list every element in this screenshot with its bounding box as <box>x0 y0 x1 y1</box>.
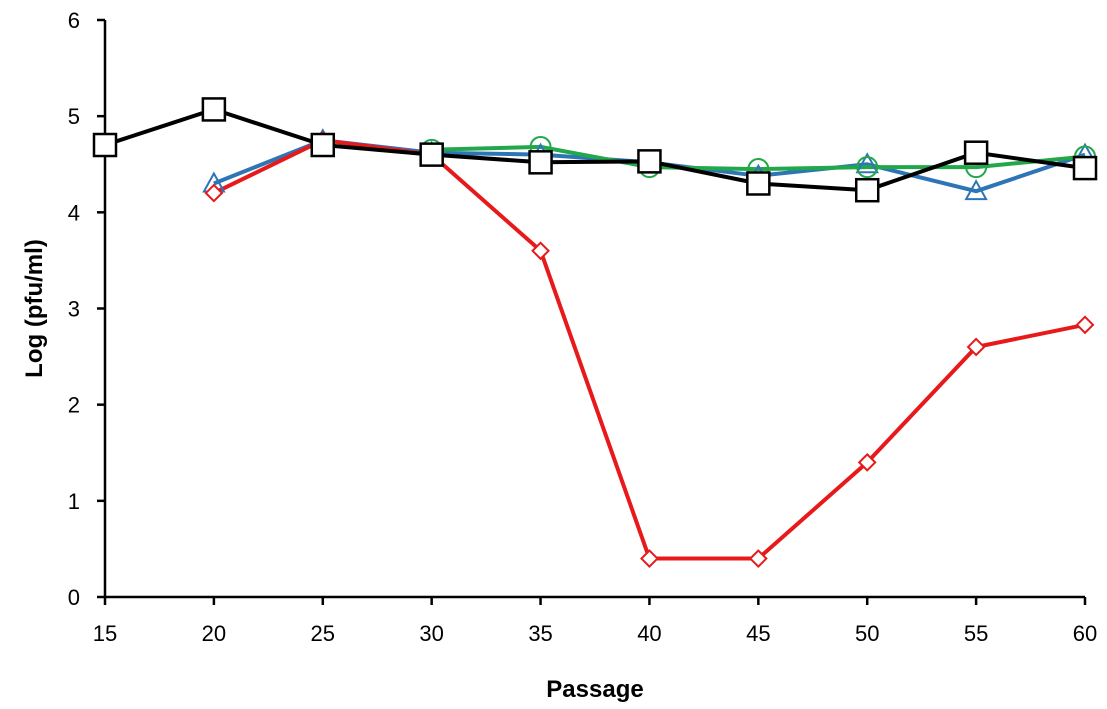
y-tick-label: 5 <box>68 104 80 129</box>
data-point-black-square <box>963 140 989 165</box>
data-point-black-square <box>419 142 444 167</box>
y-tick-label: 2 <box>68 393 80 418</box>
data-point-black-square <box>854 177 880 203</box>
series-line-green-circle <box>431 144 1086 172</box>
data-point-black-square <box>637 149 662 174</box>
series-line-black-square <box>104 107 1086 193</box>
x-tick-label: 60 <box>1073 621 1097 646</box>
x-tick-label: 55 <box>964 621 988 646</box>
x-tick-label: 30 <box>419 621 443 646</box>
x-tick-label: 25 <box>311 621 335 646</box>
data-point-red-diamond <box>204 183 224 203</box>
y-tick-label: 4 <box>68 200 80 225</box>
data-point-red-diamond <box>857 452 877 472</box>
data-point-blue-triangle <box>855 152 879 174</box>
x-tick-label: 40 <box>637 621 661 646</box>
x-tick-label: 20 <box>202 621 226 646</box>
data-point-green-circle <box>856 156 879 179</box>
data-point-blue-triangle <box>964 179 988 201</box>
y-tick-label: 1 <box>68 489 80 514</box>
x-tick-label: 50 <box>855 621 879 646</box>
data-point-red-diamond <box>531 241 550 261</box>
data-point-black-square <box>1072 155 1098 181</box>
x-tick-label: 45 <box>746 621 770 646</box>
data-point-black-square <box>746 171 771 196</box>
series-lines <box>104 107 1086 561</box>
series-line-red-diamond <box>213 138 1086 561</box>
series-markers <box>92 97 1098 568</box>
x-tick-label: 35 <box>528 621 552 646</box>
y-tick-label: 3 <box>68 297 80 322</box>
data-point-red-diamond <box>748 549 768 568</box>
data-point-black-square <box>201 97 227 122</box>
data-point-black-square <box>528 150 553 175</box>
data-point-black-square <box>92 132 118 158</box>
x-axis-title: Passage <box>546 676 643 703</box>
data-point-red-diamond <box>640 549 659 568</box>
data-point-red-diamond <box>966 337 986 357</box>
y-axis-title: Log (pfu/ml) <box>21 239 48 378</box>
y-tick-label: 0 <box>68 585 80 610</box>
y-tick-label: 6 <box>68 8 80 33</box>
data-point-red-diamond <box>1075 315 1095 335</box>
data-point-black-square <box>310 132 336 158</box>
x-tick-label: 15 <box>93 621 117 646</box>
